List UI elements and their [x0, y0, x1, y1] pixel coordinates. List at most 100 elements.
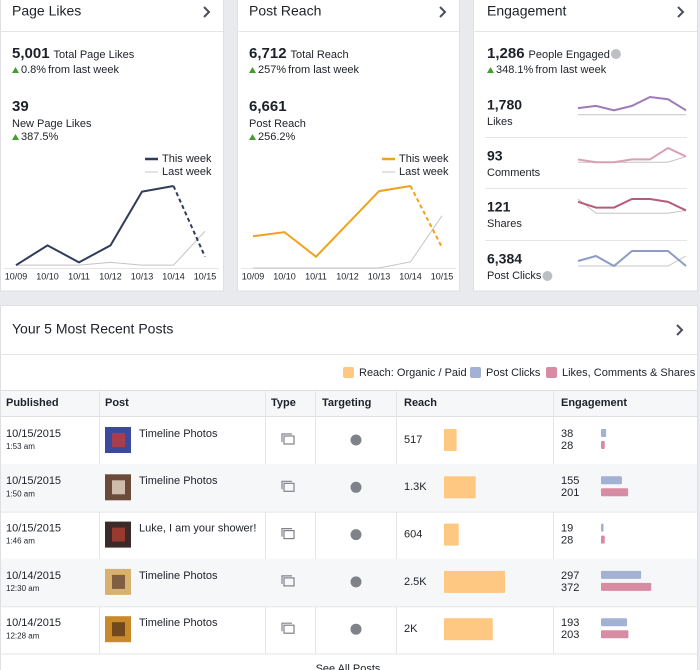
type-icon-back: [281, 575, 292, 584]
published-date: 10/14/2015: [6, 617, 61, 629]
x-tick-label: 10/12: [99, 271, 122, 281]
column-header: Post: [105, 397, 129, 409]
item-label: Comments: [487, 167, 541, 179]
clicks-bar: [601, 523, 604, 532]
series-line: [15, 185, 174, 267]
column-header: Engagement: [561, 397, 627, 409]
clicks-bar: [601, 429, 607, 437]
post-title[interactable]: Luke, I am your shower!: [139, 523, 256, 535]
up-triangle: [249, 134, 256, 140]
reach-value: 604: [404, 529, 422, 541]
clicks-bar: [601, 476, 622, 485]
legend-swatch: [470, 367, 481, 378]
targeting-globe: [350, 434, 362, 446]
post-title[interactable]: Timeline Photos: [139, 617, 218, 629]
change-value: 0.8%: [21, 64, 46, 76]
sparkline: [577, 198, 687, 214]
card-title: Page Likes: [12, 3, 81, 19]
x-tick-label: 10/11: [68, 271, 90, 281]
post-thumbnail-detail: [112, 527, 125, 542]
sparkline: [577, 146, 687, 164]
up-triangle: [12, 134, 19, 140]
reach-value: 2.5K: [404, 576, 427, 588]
legend-label: Last week: [162, 166, 212, 178]
published-date: 10/15/2015: [6, 523, 61, 535]
published-time: 1:46 am: [6, 537, 35, 546]
post-title[interactable]: Timeline Photos: [139, 475, 218, 487]
column-header: Type: [271, 397, 296, 409]
legend-label: This week: [399, 153, 449, 165]
type-icon-back: [281, 622, 292, 632]
clicks-value: 38: [561, 428, 573, 440]
chevron[interactable]: [677, 6, 685, 18]
series-line: [253, 215, 443, 269]
partial-segment: [409, 185, 443, 248]
stat-label: New Page Likes: [12, 118, 92, 130]
published-time: 12:30 am: [6, 584, 40, 593]
reach-bar: [444, 570, 505, 593]
table-header-bg: [1, 390, 697, 416]
stat-label: Post Reach: [249, 118, 306, 130]
chevron[interactable]: [676, 324, 684, 336]
published-date: 10/14/2015: [6, 570, 61, 582]
legend-label: This week: [162, 153, 212, 165]
item-value: 6,384: [487, 251, 522, 267]
x-tick-label: 10/09: [5, 271, 28, 281]
legend-label: Reach: Organic / Paid: [359, 367, 467, 379]
type-icon-back: [281, 528, 292, 537]
type-icon: [283, 435, 295, 445]
reach-bar: [444, 429, 457, 451]
panel-title: Your 5 Most Recent Posts: [12, 321, 173, 337]
x-tick-label: 10/10: [273, 271, 296, 281]
change-value: 256.2%: [258, 131, 296, 143]
column-header: Targeting: [322, 397, 371, 409]
post-thumbnail-detail: [112, 622, 125, 637]
x-tick-label: 10/11: [305, 271, 327, 281]
published-time: 12:28 am: [6, 631, 40, 640]
targeting-globe: [350, 529, 362, 541]
change-value: 257%: [258, 64, 286, 76]
see-all-link[interactable]: See All Posts: [316, 663, 381, 670]
clicks-value: 155: [561, 475, 579, 487]
sparkline: [578, 255, 687, 267]
up-triangle: [12, 67, 19, 73]
targeting-globe: [350, 623, 362, 635]
legend-label: Post Clicks: [486, 367, 541, 379]
post-title[interactable]: Timeline Photos: [139, 570, 218, 582]
reach-value: 517: [404, 434, 422, 446]
stat-label: Total Reach: [291, 49, 349, 61]
stat-value: 39: [12, 98, 29, 115]
legend-label: Last week: [399, 166, 449, 178]
targeting-globe: [350, 481, 362, 493]
change-note: from last week: [48, 64, 119, 76]
x-tick-label: 10/10: [36, 271, 59, 281]
up-triangle: [249, 67, 256, 73]
legend-swatch: [546, 367, 557, 378]
chevron[interactable]: [203, 6, 211, 18]
reach-bar: [444, 618, 493, 641]
post-title[interactable]: Timeline Photos: [139, 428, 218, 440]
sparkline: [577, 95, 687, 112]
change-note: from last week: [288, 64, 359, 76]
x-tick-label: 10/14: [162, 271, 185, 281]
item-label: Likes: [487, 116, 513, 128]
column-header: Reach: [404, 397, 437, 409]
type-icon: [283, 577, 295, 587]
published-date: 10/15/2015: [6, 475, 61, 487]
info-icon: [542, 271, 553, 281]
series-line: [16, 230, 206, 266]
sparkline: [577, 198, 687, 212]
interactions-bar: [601, 441, 605, 449]
stat-label: Total Page Likes: [54, 49, 135, 61]
interactions-bar: [601, 535, 605, 544]
info-icon: [610, 49, 621, 59]
card-title: Post Reach: [249, 3, 321, 19]
chevron[interactable]: [439, 6, 447, 18]
interactions-value: 28: [561, 440, 573, 452]
up-triangle: [487, 67, 494, 73]
column-header: Published: [6, 397, 59, 409]
reach-bar: [444, 523, 459, 546]
legend-swatch: [343, 367, 354, 378]
